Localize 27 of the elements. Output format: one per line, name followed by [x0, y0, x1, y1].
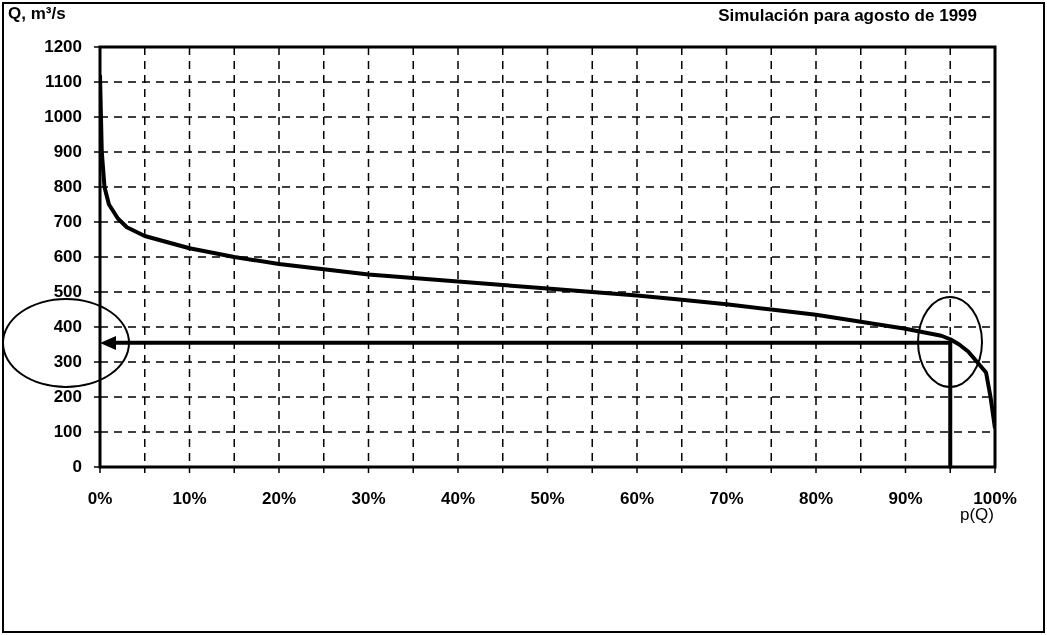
- y-tick-label: 1100: [45, 71, 82, 91]
- y-tick-label: 200: [53, 386, 82, 406]
- chart-title: Simulación para agosto de 1999: [718, 6, 977, 26]
- x-tick-label: 100%: [973, 488, 1017, 508]
- y-tick-label: 100: [53, 421, 82, 441]
- y-tick-label: 0: [72, 456, 82, 476]
- x-tick-label: 40%: [440, 488, 476, 508]
- x-tick-label: 90%: [888, 488, 923, 508]
- x-tick-label: 10%: [172, 488, 207, 508]
- x-tick-label: 80%: [798, 488, 834, 508]
- y-tick-label: 300: [53, 351, 82, 371]
- x-tick-label: 60%: [619, 488, 655, 508]
- x-tick-label: 70%: [709, 488, 744, 508]
- y-tick-label: 900: [53, 141, 82, 161]
- y-tick-label: 1200: [44, 36, 82, 56]
- x-tick-label: 20%: [261, 488, 297, 508]
- y-tick-label: 400: [53, 316, 82, 336]
- x-tick-label: 50%: [530, 488, 565, 508]
- y-tick-label: 500: [53, 281, 82, 301]
- x-tick-label: 30%: [351, 488, 386, 508]
- y-tick-label: 1000: [44, 106, 82, 126]
- y-tick-label: 700: [53, 211, 82, 231]
- y-tick-label: 800: [53, 176, 82, 196]
- y-axis-title: Q, m³/s: [8, 4, 66, 24]
- y-tick-label: 600: [53, 246, 82, 266]
- x-tick-label: 0%: [87, 488, 113, 508]
- x-axis-title: p(Q): [960, 505, 994, 525]
